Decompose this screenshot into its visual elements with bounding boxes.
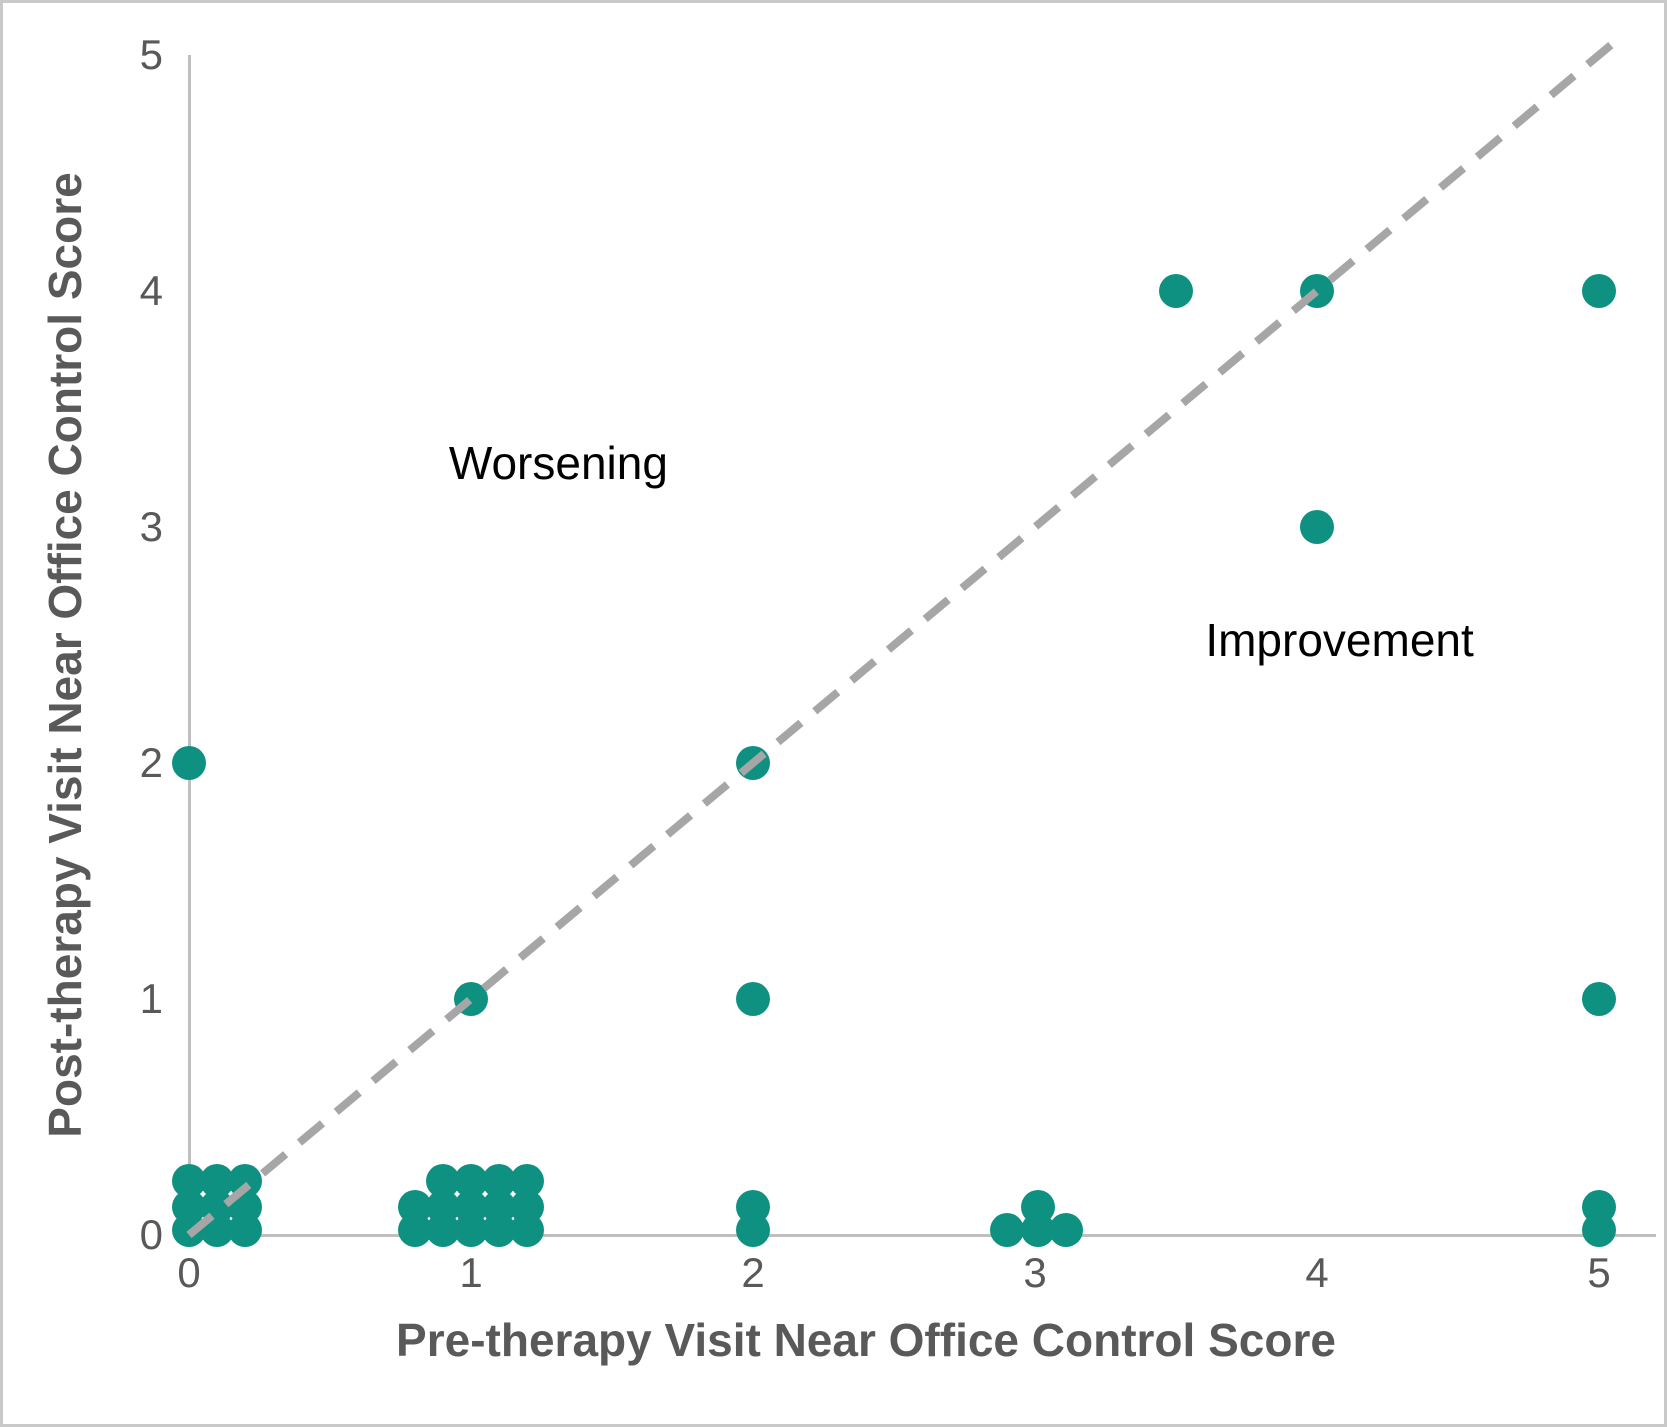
y-tick-label: 2: [139, 739, 163, 786]
y-tick-label: 0: [139, 1211, 163, 1258]
data-point: [736, 746, 770, 780]
x-tick-label: 1: [459, 1249, 483, 1296]
y-axis-title: Post-therapy Visit Near Office Control S…: [39, 172, 91, 1138]
data-point: [1582, 982, 1616, 1016]
region-label-improvement: Improvement: [1205, 614, 1474, 667]
y-tick-label: 3: [139, 503, 163, 550]
data-point: [1582, 1189, 1616, 1224]
data-point: [454, 982, 488, 1016]
data-point: [228, 1163, 263, 1198]
data-point: [1159, 274, 1193, 308]
region-label-worsening: Worsening: [448, 437, 668, 490]
data-point: [1049, 1213, 1084, 1248]
data-point: [736, 982, 770, 1016]
y-tick-label: 4: [139, 267, 163, 314]
data-point: [510, 1163, 545, 1198]
x-tick-label: 5: [1587, 1249, 1611, 1296]
data-point: [1300, 510, 1334, 544]
x-tick-label: 4: [1305, 1249, 1329, 1296]
x-tick-label: 3: [1023, 1249, 1047, 1296]
data-point: [1020, 1189, 1055, 1224]
data-point: [1300, 274, 1334, 308]
y-axis-line: [188, 55, 191, 1237]
data-point: [172, 746, 206, 780]
data-point: [736, 1189, 770, 1224]
y-tick-label: 1: [139, 975, 163, 1022]
data-point: [1582, 274, 1616, 308]
x-tick-label: 2: [741, 1249, 765, 1296]
y-tick-label: 5: [139, 31, 163, 78]
data-point: [989, 1213, 1024, 1248]
x-axis-title: Pre-therapy Visit Near Office Control Sc…: [396, 1314, 1336, 1366]
x-tick-label: 0: [177, 1249, 201, 1296]
